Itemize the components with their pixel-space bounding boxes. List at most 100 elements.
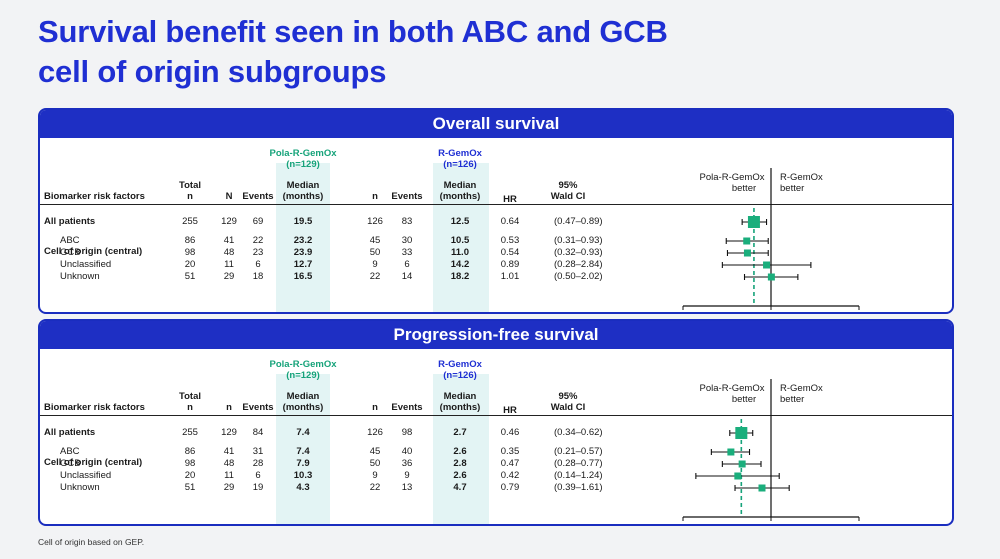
row-a-median: 23.2 <box>293 235 313 246</box>
row-ci: (0.28–0.77) <box>554 458 603 469</box>
col-ci-pct: 95% <box>558 391 578 402</box>
row-b-n: 126 <box>367 216 383 227</box>
col-ci-label: Wald CI <box>550 191 586 202</box>
row-a-events: 19 <box>252 482 264 493</box>
row-a-n: 129 <box>221 427 237 438</box>
progression-free-survival-panel: Progression-free survival Pola-R-GemOx (n… <box>38 319 954 526</box>
row-a-median: 4.3 <box>296 482 310 493</box>
row-ci: (0.28–2.84) <box>554 259 603 270</box>
row-b-events: 13 <box>401 482 413 493</box>
row-ci: (0.32–0.93) <box>554 247 603 258</box>
col-ci-label: Wald CI <box>550 402 586 413</box>
row-label: GCB <box>60 458 81 469</box>
row-ci: (0.31–0.93) <box>554 235 603 246</box>
col-b-median-unit: (months) <box>439 191 481 202</box>
row-hr: 0.64 <box>500 216 520 227</box>
col-biomarker-risk-factors: Biomarker risk factors <box>44 191 145 202</box>
row-b-n: 22 <box>369 482 381 493</box>
row-hr: 0.54 <box>500 247 520 258</box>
row-b-events: 30 <box>401 235 413 246</box>
group-a-name: Pola-R-GemOx <box>269 359 337 370</box>
x-axis-tick-label: 10 <box>854 523 865 526</box>
row-a-n: 48 <box>223 458 235 469</box>
row-total: 255 <box>182 427 198 438</box>
forest-plot: 1/10 1 10 <box>674 379 865 526</box>
row-ci: (0.21–0.57) <box>554 446 603 457</box>
row-total: 98 <box>184 458 196 469</box>
row-a-n: 11 <box>224 470 234 481</box>
forest-right-label: R-GemOx <box>780 383 823 394</box>
row-a-median: 10.3 <box>293 470 313 481</box>
row-total: 255 <box>182 216 198 227</box>
col-b-median: Median <box>443 391 477 402</box>
header-divider <box>40 204 952 205</box>
col-a-events: Events <box>242 191 274 202</box>
row-a-n: 11 <box>224 259 234 270</box>
row-b-events: 14 <box>401 271 413 282</box>
row-b-median: 2.7 <box>453 427 467 438</box>
row-ci: (0.34–0.62) <box>554 427 603 438</box>
overall-survival-panel: Overall survival Pola-R-GemOx (n=129) R-Ge… <box>38 108 954 314</box>
row-b-median: 2.6 <box>453 446 467 457</box>
forest-left-label: Pola-R-GemOx <box>699 383 765 394</box>
hr-marker <box>758 484 766 492</box>
col-a-median-unit: (months) <box>282 191 324 202</box>
panel-header: Progression-free survival <box>40 321 952 349</box>
row-a-n: 129 <box>221 216 237 227</box>
forest-right-better: better <box>780 183 805 194</box>
row-ci: (0.14–1.24) <box>554 470 603 481</box>
col-hr: HR <box>503 194 517 205</box>
row-a-events: 23 <box>252 247 264 258</box>
row-label: Unknown <box>60 271 100 282</box>
col-a-n: N <box>225 191 233 202</box>
row-b-n: 45 <box>369 235 381 246</box>
hr-marker <box>743 249 751 257</box>
row-b-events: 6 <box>404 259 410 270</box>
row-b-n: 50 <box>369 458 381 469</box>
row-ci: (0.50–2.02) <box>554 271 603 282</box>
col-a-n: n <box>226 402 232 413</box>
forest-plot: 1/10 1 10 <box>674 168 860 314</box>
row-b-median: 18.2 <box>450 271 470 282</box>
group-a-n: (n=129) <box>286 159 320 170</box>
col-total-n: n <box>187 402 193 413</box>
row-a-n: 41 <box>223 446 235 457</box>
hr-marker <box>727 448 735 456</box>
col-a-median: Median <box>286 391 320 402</box>
row-a-median: 7.9 <box>296 458 310 469</box>
row-b-n: 9 <box>372 259 378 270</box>
row-label: ABC <box>60 446 80 457</box>
col-b-events: Events <box>391 191 423 202</box>
row-total: 20 <box>184 470 196 481</box>
row-b-n: 45 <box>369 446 381 457</box>
group-b-name: R-GemOx <box>438 359 482 370</box>
row-hr: 0.35 <box>500 446 520 457</box>
col-a-events: Events <box>242 402 274 413</box>
group-b-n: (n=126) <box>443 370 477 381</box>
row-a-median: 23.9 <box>293 247 313 258</box>
hr-marker <box>767 273 775 281</box>
row-hr: 0.79 <box>500 482 520 493</box>
row-a-events: 84 <box>252 427 264 438</box>
row-total: 20 <box>184 259 196 270</box>
col-total-label: Total <box>179 391 201 402</box>
x-axis-tick-label: 1 <box>768 312 773 314</box>
row-a-median: 16.5 <box>293 271 313 282</box>
row-b-n: 9 <box>372 470 378 481</box>
row-hr: 0.42 <box>500 470 520 481</box>
median-b-column-shade <box>433 163 489 312</box>
row-b-n: 22 <box>369 271 381 282</box>
row-a-events: 22 <box>252 235 264 246</box>
panel-header: Overall survival <box>40 110 952 138</box>
forest-right-label: R-GemOx <box>780 172 823 183</box>
col-total-label: Total <box>179 180 201 191</box>
forest-left-better: better <box>731 394 757 405</box>
row-b-events: 40 <box>401 446 413 457</box>
row-a-median: 7.4 <box>296 427 310 438</box>
title-line-2: cell of origin subgroups <box>38 54 387 89</box>
row-a-n: 41 <box>223 235 235 246</box>
x-axis-tick-label: 1/10 <box>674 312 693 314</box>
row-a-n: 29 <box>223 271 235 282</box>
col-b-n: n <box>372 191 378 202</box>
row-b-n: 50 <box>369 247 381 258</box>
